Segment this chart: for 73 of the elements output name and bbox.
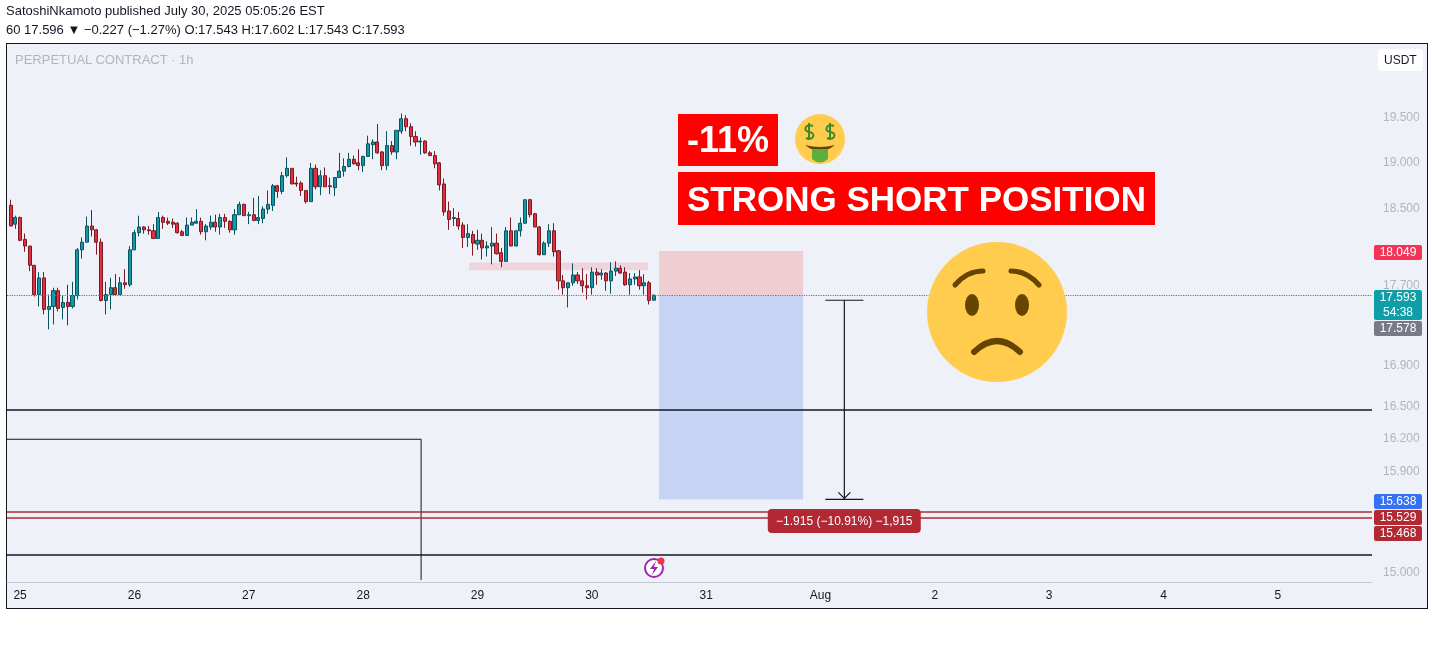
- candlestick: [199, 217, 203, 236]
- text: 15.638: [1374, 493, 1422, 509]
- candlestick: [113, 273, 117, 296]
- candlestick: [356, 148, 360, 171]
- x-tick-label: 27: [242, 588, 256, 602]
- annotation: −1.915 (−10.91%) −1,915: [768, 509, 921, 534]
- candlestick: [275, 184, 279, 199]
- ref-line-label: 15.529: [1374, 509, 1422, 525]
- candlestick: [252, 197, 256, 222]
- candlestick: [42, 271, 46, 315]
- ref-line-label: 17.593: [1378, 289, 1418, 305]
- x-tick-label: 29: [470, 588, 485, 602]
- candlestick: [471, 230, 475, 257]
- candlestick: [390, 140, 394, 156]
- y-tick-label: 16.500: [1383, 399, 1421, 414]
- candlestick: [604, 271, 608, 292]
- candlestick: [599, 268, 603, 281]
- candlestick: [637, 269, 642, 291]
- candlestick: [218, 213, 222, 236]
- y-tick-label: 17.700: [1383, 277, 1421, 292]
- x-tick-label: 5: [1274, 588, 1282, 602]
- candlestick: [247, 211, 251, 225]
- candlestick: [475, 229, 480, 251]
- candlestick: [156, 211, 160, 239]
- candlestick: [318, 169, 322, 196]
- y-axis-title: USDT: [1378, 49, 1423, 71]
- candlestick: [466, 223, 470, 248]
- candlestick: [194, 208, 198, 224]
- x-tick-label: 4: [1160, 588, 1168, 602]
- y-tick-label: 15.000: [1383, 564, 1421, 579]
- candlestick: [66, 284, 70, 326]
- candlestick: [590, 266, 594, 296]
- candlestick: [13, 215, 17, 230]
- x-tick-label: Aug: [809, 588, 832, 602]
- candlestick: [418, 136, 422, 156]
- x-tick-label: 25: [13, 588, 28, 602]
- x-tick-label: 2: [931, 588, 939, 602]
- candlestick: [595, 267, 599, 286]
- y-tick-label: 16.200: [1383, 431, 1421, 446]
- candlestick: [242, 202, 246, 217]
- y-tick-label: 18.500: [1383, 201, 1421, 216]
- text: 17.578: [1374, 320, 1422, 336]
- candlestick: [56, 287, 60, 312]
- chart-subtitle: 60 17.596 ▼ −0.227 (−1.27%) O:17.543 H:17.602 L:17.543 C:17.593: [6, 22, 405, 38]
- x-tick-label: 26: [127, 588, 142, 602]
- candlestick: [480, 233, 484, 260]
- candlestick: [385, 130, 389, 171]
- candlestick: [213, 214, 217, 233]
- x-tick-label: 30: [585, 588, 599, 602]
- y-tick-label: 16.900: [1383, 357, 1421, 372]
- candlestick: [9, 199, 13, 227]
- candlestick: [313, 164, 318, 191]
- candlestick: [290, 167, 294, 185]
- candlestick: [123, 268, 127, 290]
- candlestick: [309, 162, 313, 203]
- text: 54:38: [1382, 304, 1414, 320]
- candlestick: [509, 217, 513, 247]
- x-tick-label: 31: [699, 588, 714, 602]
- candlestick: [647, 280, 651, 305]
- candlestick: [452, 207, 456, 227]
- y-tick-label: 19.000: [1383, 154, 1421, 169]
- candlestick: [504, 226, 508, 262]
- annotation: STRONG SHORT POSITION: [678, 172, 1155, 225]
- candlestick: [151, 223, 156, 239]
- annotation: -11%: [678, 114, 779, 166]
- text: 18.049: [1374, 245, 1422, 261]
- y-tick-label: 19.500: [1383, 109, 1421, 124]
- annotation: PERPETUAL CONTRACT · 1h: [15, 52, 194, 67]
- x-tick-label: 28: [356, 588, 371, 602]
- chart-title: SatoshiNkamoto published July 30, 2025 05:05:26 EST: [6, 3, 325, 19]
- y-tick-label: 15.900: [1383, 463, 1421, 478]
- x-tick-label: 3: [1045, 588, 1053, 602]
- legend-label: 15.468: [1374, 525, 1422, 541]
